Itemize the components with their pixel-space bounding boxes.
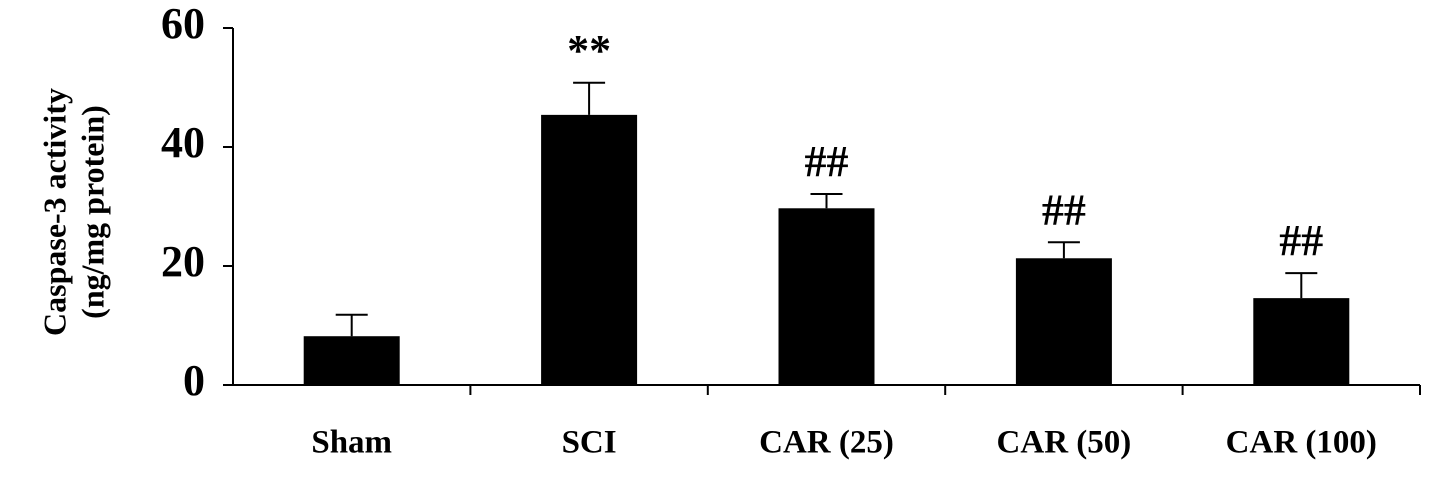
annotation: ## — [805, 137, 849, 186]
error-bar — [573, 81, 606, 115]
y-label-line: (ng/mg protein) — [74, 105, 110, 319]
y-tick-label: 40 — [161, 118, 205, 167]
y-label-line: Caspase-3 activity — [36, 88, 72, 336]
error-bar — [810, 193, 843, 209]
bar — [778, 208, 875, 385]
y-tick-label: 60 — [161, 0, 205, 48]
bar — [1253, 298, 1350, 385]
bar — [541, 114, 638, 386]
y-tick-label: 20 — [161, 237, 205, 286]
error-bar — [1047, 241, 1080, 259]
annotation: ** — [567, 26, 611, 75]
bar — [303, 336, 400, 385]
error-bar — [335, 313, 368, 337]
y-axis-label: Caspase-3 activity (ng/mg protein) — [36, 88, 110, 336]
bar — [1015, 258, 1112, 385]
y-tick-label: 0 — [183, 356, 205, 405]
annotation: ## — [1042, 185, 1086, 234]
x-tick-label: Sham — [311, 425, 392, 461]
x-tick-label: SCI — [562, 425, 617, 461]
x-tick-label: CAR (25) — [759, 425, 894, 461]
error-bar — [1285, 272, 1318, 299]
annotation: ## — [1279, 216, 1323, 265]
x-tick-label: CAR (50) — [997, 425, 1132, 461]
x-tick-label: CAR (100) — [1226, 425, 1377, 461]
